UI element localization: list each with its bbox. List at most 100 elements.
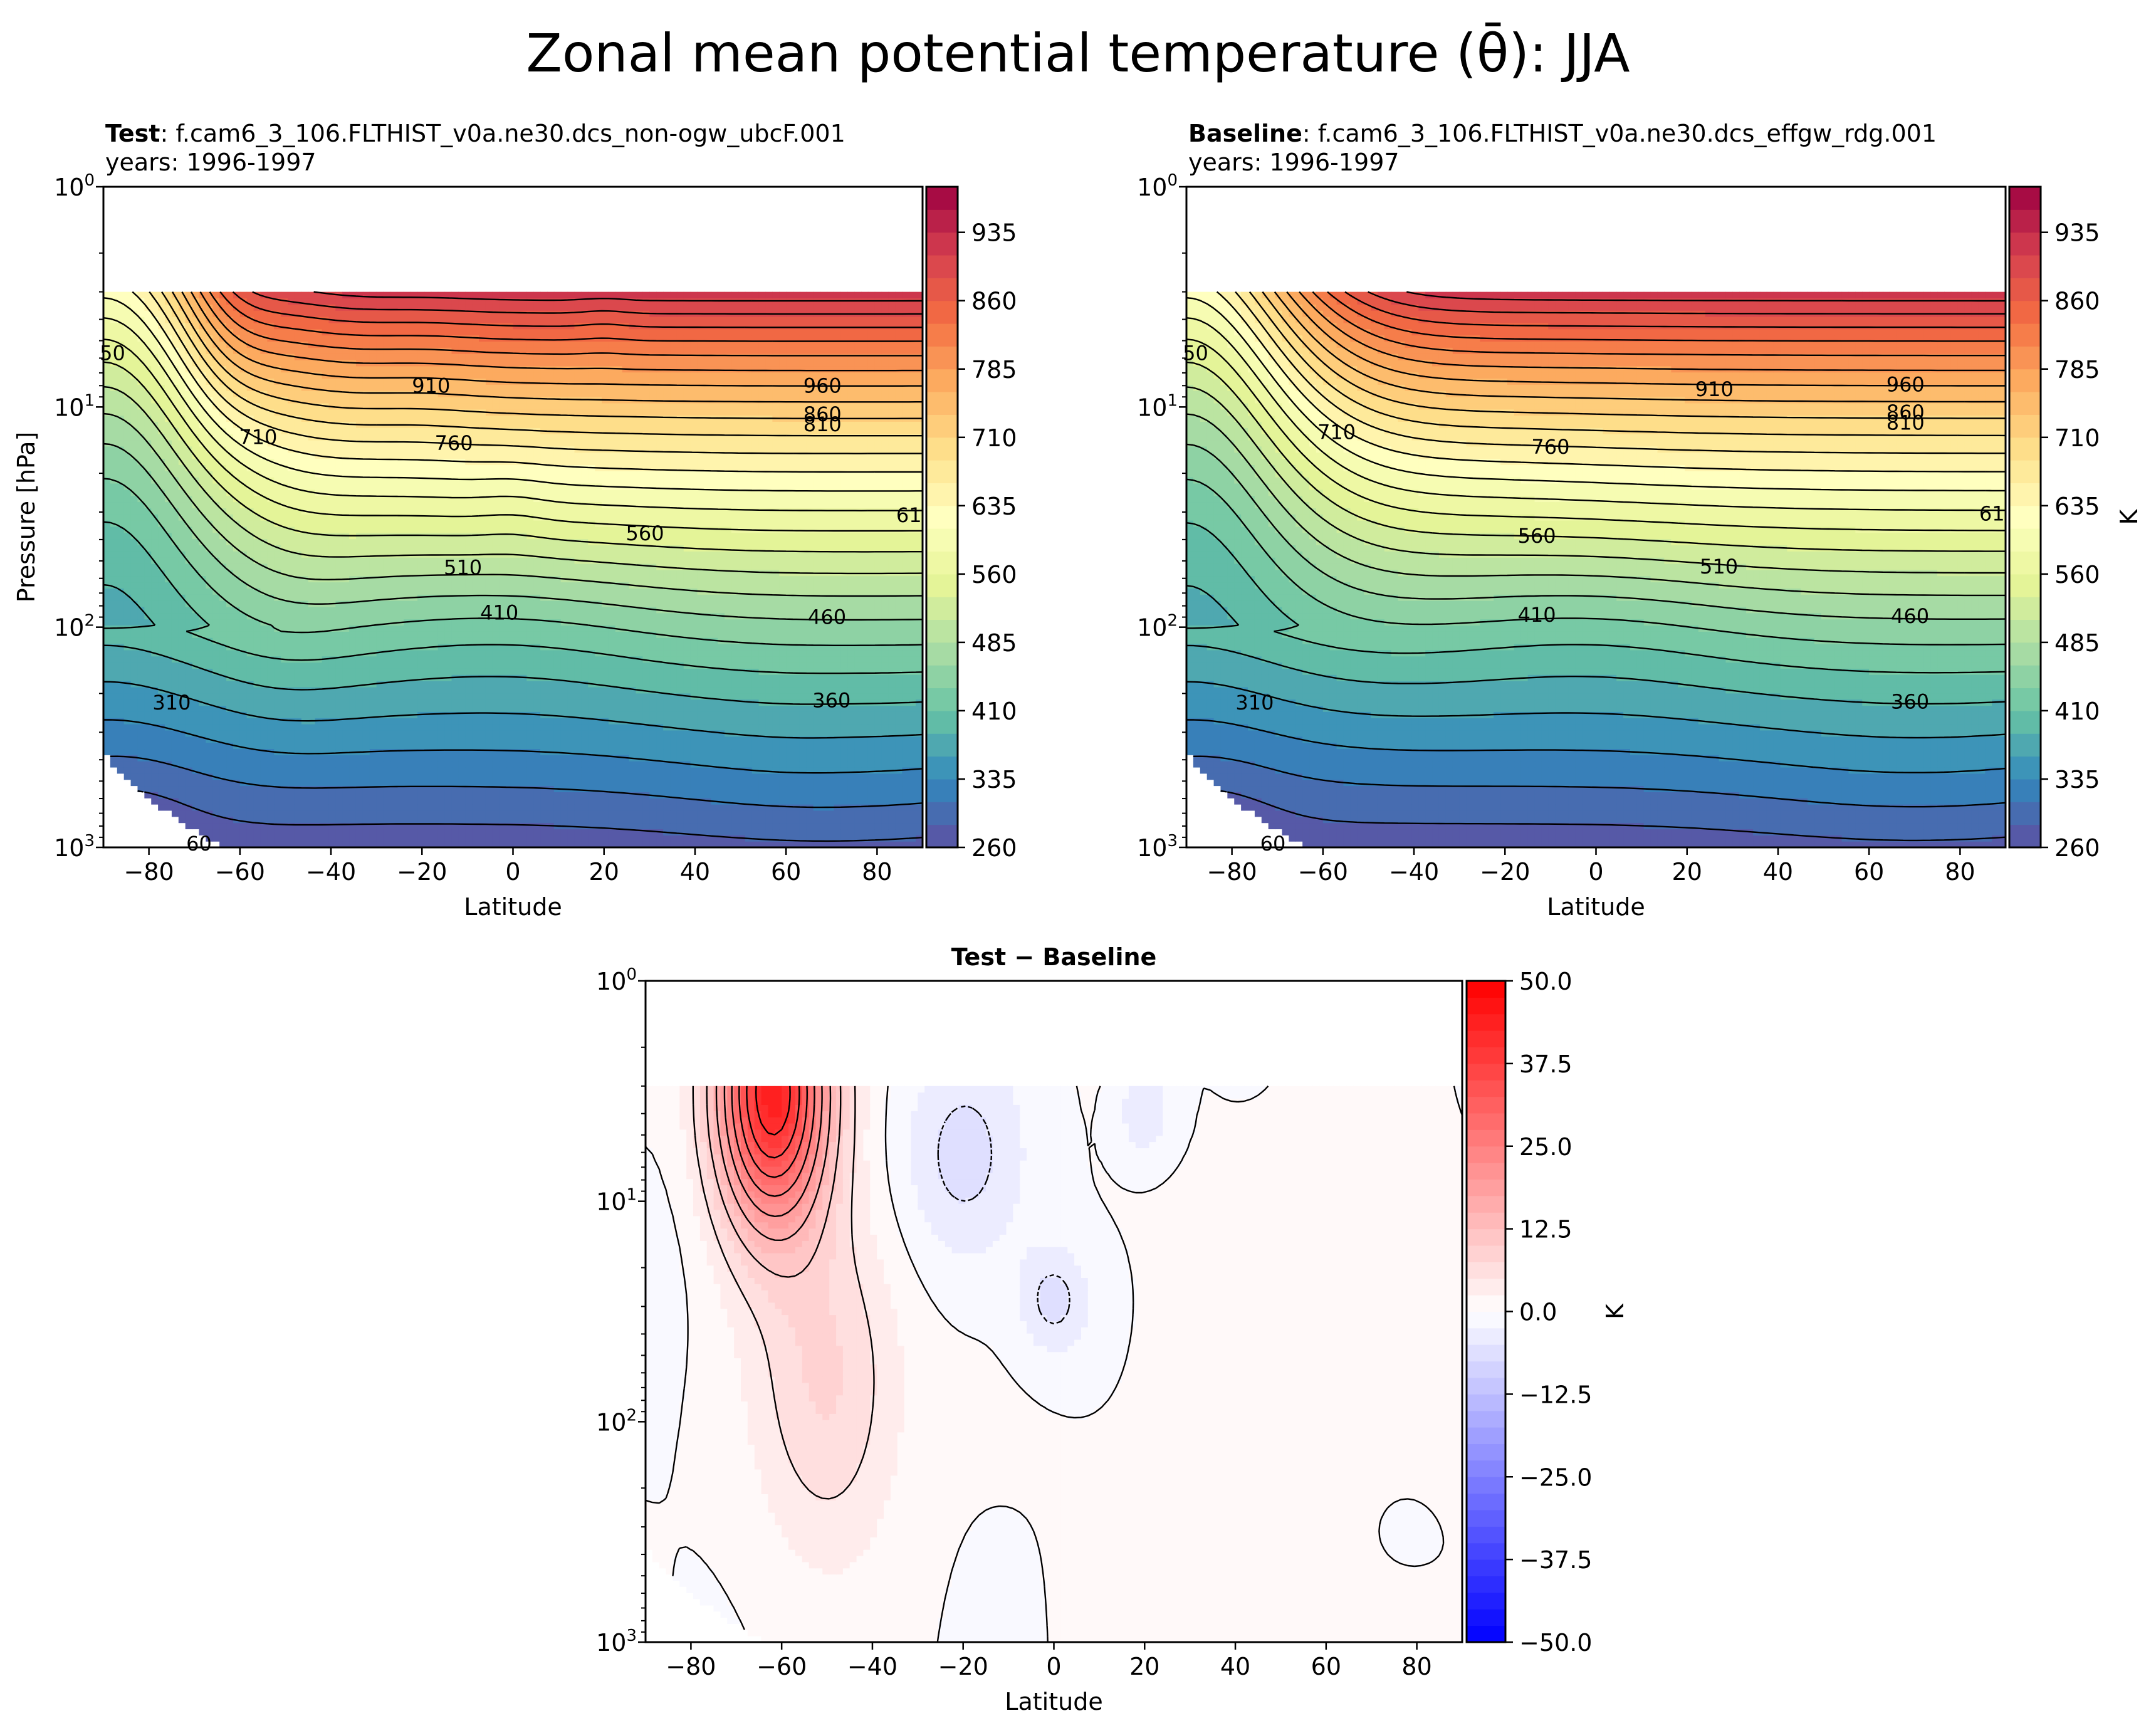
contour-fill-cell	[731, 816, 739, 824]
contour-fill-cell	[267, 724, 275, 731]
contour-fill-cell	[144, 693, 152, 700]
contour-fill-cell	[417, 649, 425, 657]
contour-fill-cell	[151, 643, 159, 651]
contour-fill-cell	[574, 724, 582, 731]
contour-fill-cell	[171, 767, 179, 774]
contour-fill-cell	[342, 681, 350, 688]
contour-fill-cell	[294, 829, 302, 835]
contour-fill-cell	[567, 792, 575, 798]
contour-fill-cell	[526, 804, 534, 811]
contour-fill-cell	[444, 656, 453, 663]
contour-fill-cell	[451, 662, 459, 669]
contour-fill-cell	[499, 649, 507, 657]
contour-fill-cell	[758, 773, 767, 780]
contour-fill-cell	[144, 742, 152, 750]
contour-fill-cell	[260, 736, 268, 743]
contour-fill-cell	[362, 649, 370, 657]
contour-fill-cell	[615, 656, 623, 663]
contour-fill-cell	[465, 625, 473, 632]
contour-fill-cell	[185, 742, 193, 750]
contour-fill-cell	[676, 755, 684, 762]
contour-fill-cell	[404, 779, 411, 787]
contour-fill-cell	[772, 816, 780, 824]
contour-fill-cell	[506, 711, 514, 718]
contour-fill-cell	[444, 798, 453, 805]
contour-fill-cell	[437, 773, 446, 780]
contour-fill-cell	[178, 662, 186, 669]
contour-fill-cell	[704, 816, 711, 824]
contour-fill-cell	[731, 643, 739, 651]
contour-fill-cell	[294, 656, 302, 663]
contour-fill-cell	[465, 619, 473, 626]
contour-fill-cell	[718, 668, 725, 675]
contour-fill-cell	[110, 724, 118, 731]
contour-fill-cell	[874, 779, 882, 787]
contour-fill-cell	[465, 773, 473, 780]
contour-fill-cell	[158, 798, 165, 805]
contour-fill-cell	[137, 656, 145, 663]
contour-fill-cell	[867, 686, 876, 694]
contour-fill-cell	[799, 724, 807, 731]
contour-fill-cell	[437, 755, 446, 762]
contour-fill-cell	[670, 588, 678, 595]
contour-fill-cell	[274, 693, 281, 700]
contour-fill-cell	[411, 681, 418, 688]
contour-fill-cell	[103, 718, 111, 725]
contour-fill-cell	[663, 631, 671, 638]
contour-fill-cell	[656, 662, 664, 669]
contour-fill-cell	[130, 582, 139, 589]
contour-fill-cell	[608, 822, 616, 830]
contour-fill-cell	[288, 822, 295, 830]
contour-fill-cell	[874, 835, 882, 842]
contour-fill-cell	[793, 612, 800, 620]
contour-fill-cell	[458, 600, 466, 607]
contour-fill-cell	[827, 798, 835, 805]
contour-fill-cell	[520, 681, 527, 688]
contour-fill-cell	[840, 773, 848, 780]
contour-fill-cell	[267, 674, 275, 681]
contour-fill-cell	[239, 792, 248, 798]
contour-fill-cell	[820, 705, 828, 712]
contour-fill-cell	[526, 773, 534, 780]
contour-fill-cell	[424, 736, 432, 743]
contour-fill-cell	[383, 718, 391, 725]
contour-fill-cell	[451, 649, 459, 657]
contour-fill-cell	[130, 730, 139, 737]
contour-fill-cell	[861, 718, 869, 725]
contour-fill-cell	[308, 810, 316, 817]
contour-fill-cell	[758, 718, 767, 725]
contour-fill-cell	[404, 773, 411, 780]
contour-fill-cell	[916, 736, 923, 743]
contour-fill-cell	[738, 631, 746, 638]
contour-fill-cell	[738, 693, 746, 700]
contour-fill-cell	[738, 594, 746, 601]
contour-fill-cell	[861, 662, 869, 669]
contour-fill-cell	[192, 792, 200, 798]
contour-fill-cell	[485, 773, 493, 780]
contour-fill-cell	[274, 785, 281, 792]
contour-fill-cell	[718, 619, 725, 626]
contour-fill-cell	[158, 588, 165, 595]
contour-fill-cell	[745, 755, 753, 762]
contour-fill-cell	[629, 742, 637, 750]
contour-fill-cell	[820, 718, 828, 725]
contour-fill-cell	[553, 674, 562, 681]
contour-fill-cell	[239, 582, 248, 589]
contour-fill-cell	[902, 810, 909, 817]
contour-fill-cell	[335, 718, 343, 725]
contour-fill-cell	[916, 804, 923, 811]
contour-fill-cell	[472, 748, 479, 755]
contour-fill-cell	[793, 686, 800, 694]
contour-fill-cell	[362, 718, 370, 725]
contour-fill-cell	[465, 674, 473, 681]
contour-fill-cell	[902, 724, 909, 731]
contour-fill-cell	[758, 724, 767, 731]
contour-fill-cell	[738, 779, 746, 787]
contour-fill-cell	[567, 631, 575, 638]
contour-fill-cell	[369, 588, 377, 595]
contour-fill-cell	[820, 785, 828, 792]
contour-fill-cell	[151, 606, 159, 614]
contour-fill-cell	[233, 711, 241, 718]
contour-fill-cell	[178, 699, 186, 706]
contour-fill-cell	[840, 606, 848, 614]
